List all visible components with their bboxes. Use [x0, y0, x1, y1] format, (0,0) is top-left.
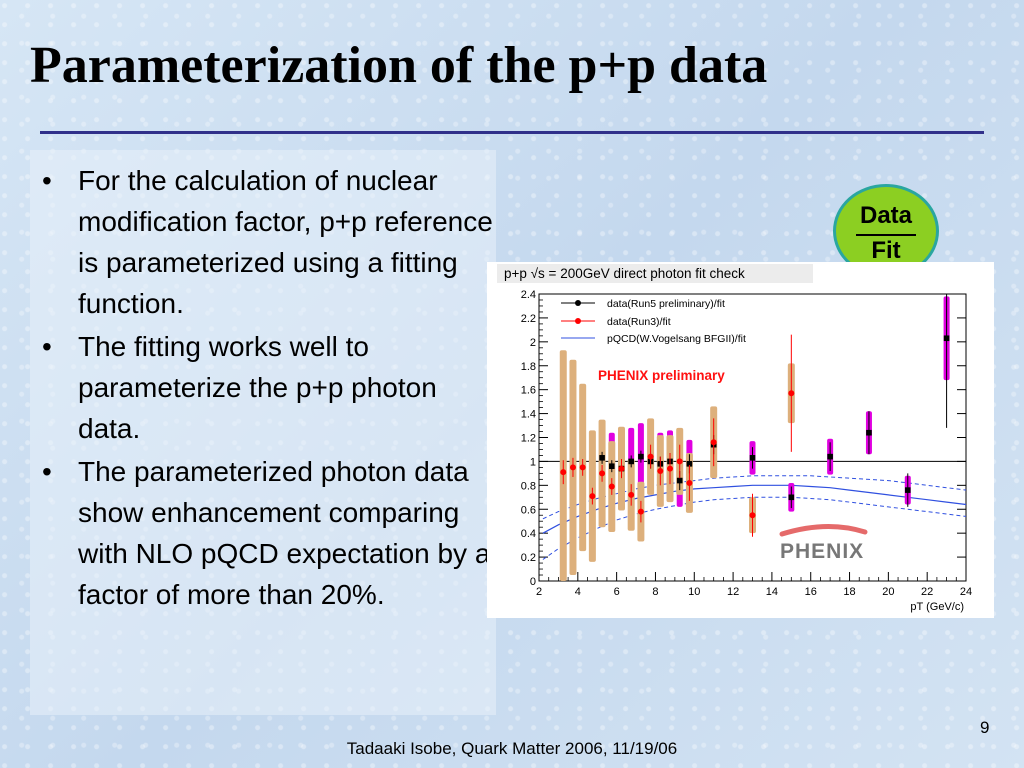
phenix-logo: PHENIX — [780, 540, 864, 563]
legend-label: data(Run3)/fit — [607, 316, 671, 328]
run3-point — [618, 465, 625, 472]
x-tick-label: 12 — [727, 586, 739, 598]
run3-point — [647, 453, 654, 460]
run3-point — [589, 493, 596, 500]
chart-panel: p+p √s = 200GeV direct photon fit check 0… — [487, 262, 994, 618]
fit-check-chart: p+p √s = 200GeV direct photon fit check 0… — [497, 264, 972, 613]
x-axis-label: pT (GeV/c) — [910, 601, 964, 613]
x-tick-label: 8 — [652, 586, 658, 598]
run3-point — [676, 458, 683, 465]
run3-point — [667, 465, 674, 472]
bullet-text: For the calculation of nuclear modificat… — [78, 165, 493, 319]
bullet-item: • The parameterized photon data show enha… — [30, 451, 496, 615]
x-tick-label: 6 — [614, 586, 620, 598]
x-tick-label: 20 — [882, 586, 894, 598]
footer-text: Tadaaki Isobe, Quark Matter 2006, 11/19/… — [346, 739, 678, 758]
pqcd-lower-curve — [542, 496, 967, 560]
run5-point — [827, 453, 833, 460]
bullet-panel: • For the calculation of nuclear modifica… — [30, 150, 496, 715]
x-tick-label: 16 — [805, 586, 817, 598]
x-tick-label: 2 — [536, 586, 542, 598]
run3-point — [710, 439, 717, 446]
bullet-item: • For the calculation of nuclear modifica… — [30, 160, 496, 324]
chart-title: p+p √s = 200GeV direct photon fit check — [504, 266, 745, 281]
run3-point — [628, 491, 635, 498]
run3-point — [579, 464, 586, 471]
badge-denominator: Fit — [871, 237, 901, 264]
run3-point — [599, 470, 606, 477]
run3-point — [749, 512, 756, 519]
y-tick-label: 1.8 — [521, 361, 536, 373]
run5-point — [686, 461, 693, 467]
y-tick-label: 2.4 — [521, 289, 536, 301]
run3-point — [686, 479, 693, 486]
y-tick-label: 0.2 — [521, 552, 536, 564]
y-tick-label: 2.2 — [521, 313, 536, 325]
y-tick-label: 0 — [530, 576, 536, 588]
legend-label: data(Run5 preliminary)/fit — [607, 298, 725, 310]
run3-point — [788, 390, 795, 397]
logo-swoosh — [779, 524, 868, 537]
page-number: 9 — [980, 718, 990, 737]
bullet-text: The fitting works well to parameterize t… — [78, 331, 437, 444]
badge-numerator: Data — [859, 202, 913, 229]
run3-point — [608, 483, 615, 490]
run5-point — [749, 455, 756, 461]
legend-marker — [575, 318, 581, 324]
legend-label: pQCD(W.Vogelsang BFGII)/fit — [607, 333, 746, 345]
y-tick-label: 1.6 — [521, 385, 536, 397]
legend-marker — [575, 300, 581, 306]
run5-point — [608, 463, 615, 469]
run3-point — [637, 508, 644, 515]
run5-point — [638, 453, 644, 460]
slide-title: Parameterization of the p+p data — [30, 37, 768, 94]
y-tick-label: 1.2 — [521, 433, 536, 445]
run3-point — [560, 469, 567, 476]
y-tick-label: 0.8 — [521, 480, 536, 492]
y-tick-label: 0.4 — [521, 528, 536, 540]
run5-point — [943, 335, 950, 342]
chart-title-box — [497, 264, 813, 283]
run3-point — [569, 464, 576, 471]
run5-point — [866, 429, 872, 436]
bullet-item: • The fitting works well to parameterize … — [30, 326, 496, 449]
bullet-list: • For the calculation of nuclear modifica… — [30, 160, 496, 617]
x-tick-label: 4 — [575, 586, 581, 598]
x-tick-label: 22 — [921, 586, 933, 598]
x-tick-label: 10 — [688, 586, 700, 598]
y-tick-label: 1.4 — [521, 409, 536, 421]
run5-point — [788, 494, 795, 501]
x-tick-label: 18 — [843, 586, 855, 598]
run5-point — [676, 477, 683, 484]
run5-point — [599, 455, 605, 461]
run5-point — [628, 458, 634, 465]
fraction-bar — [856, 234, 916, 236]
bullet-text: The parameterized photon data show enhan… — [78, 456, 491, 610]
run5-point — [904, 487, 911, 493]
y-tick-label: 2 — [530, 337, 536, 349]
bullet-glyph: • — [42, 331, 52, 362]
run3-point — [657, 467, 664, 474]
phenix-preliminary-label: PHENIX preliminary — [598, 368, 725, 383]
x-tick-label: 24 — [960, 586, 972, 598]
y-tick-label: 0.6 — [521, 504, 536, 516]
y-tick-label: 1 — [530, 456, 536, 468]
bullet-glyph: • — [42, 165, 52, 196]
x-tick-label: 14 — [766, 586, 778, 598]
bullet-glyph: • — [42, 456, 52, 487]
title-divider — [40, 131, 984, 134]
